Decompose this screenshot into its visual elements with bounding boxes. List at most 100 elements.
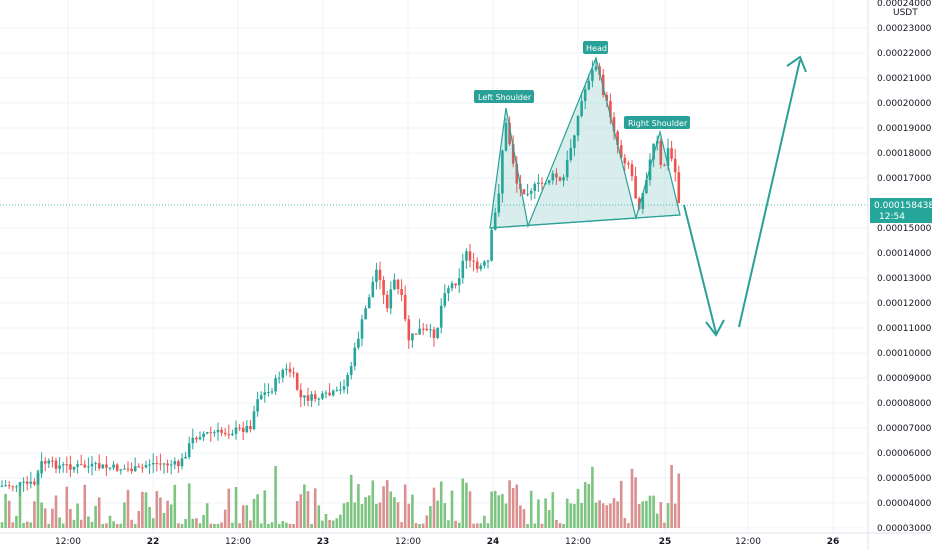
time-tick-label: 12:00 — [565, 537, 591, 547]
candle-body — [634, 176, 637, 199]
candle-body — [162, 463, 166, 465]
volume-bar — [299, 494, 303, 528]
candle-body — [508, 122, 511, 145]
volume-bar — [151, 518, 155, 528]
time-axis[interactable]: 12:00 22 12:00 23 12:00 24 12:00 25 12:00 26 — [0, 532, 932, 547]
volume-bar — [454, 520, 457, 528]
candle-body — [630, 164, 634, 177]
price-tick-label: 0.0001200000 — [877, 299, 932, 309]
volume-bar — [205, 503, 209, 528]
candle-body — [515, 163, 519, 184]
left-shoulder-annotation: Left Shoulder — [474, 90, 534, 103]
candle-body — [119, 469, 123, 471]
volume-bar — [605, 505, 609, 528]
volume-bar — [187, 483, 191, 528]
volume-bar — [612, 498, 616, 528]
candle-body — [418, 328, 421, 335]
current-price-value: 0.0001584383 — [874, 201, 932, 211]
candle-body — [133, 466, 137, 472]
volume-bar — [148, 506, 151, 528]
candle-body — [663, 164, 666, 166]
candle-body — [490, 229, 493, 261]
candle-body — [123, 468, 126, 470]
candle-body — [403, 295, 407, 320]
volume-bar — [144, 492, 148, 528]
price-tick-label: 0.0000800000 — [877, 399, 932, 409]
candle-body — [429, 329, 432, 331]
price-tick-label: 0.0001300000 — [877, 274, 932, 284]
time-tick-labels: 12:00 22 12:00 23 12:00 24 12:00 25 12:00 26 — [55, 537, 839, 547]
volume-bar — [263, 490, 267, 528]
price-tick-label: 0.0001500000 — [877, 224, 932, 234]
volume-bar — [414, 523, 418, 528]
candle-body — [97, 463, 101, 469]
candle-body — [33, 481, 36, 485]
candle-body — [241, 427, 245, 433]
candle-body — [652, 143, 655, 160]
price-tick-label: 0.0001000000 — [877, 349, 932, 359]
candle-body — [209, 432, 213, 434]
candle-body — [40, 461, 43, 474]
price-tick-label: 0.0002300000 — [877, 24, 932, 34]
candle-body — [90, 463, 94, 467]
candle-body — [497, 193, 501, 213]
candle-body — [677, 172, 681, 203]
volume-bar — [51, 508, 54, 528]
volume-bar — [133, 523, 137, 528]
volume-bar — [97, 497, 101, 528]
candle-body — [191, 437, 195, 444]
volume-bar — [504, 503, 508, 528]
volume-bar — [393, 497, 396, 528]
candle-body — [432, 329, 436, 338]
candle-body — [339, 389, 342, 391]
volume-bar — [173, 484, 177, 528]
current-price-label: 0.0001584383 12:54 — [870, 198, 932, 223]
candle-body — [205, 432, 209, 434]
volume-bar — [216, 523, 220, 528]
candle-body — [69, 464, 72, 470]
candle-body — [317, 398, 321, 400]
volume-bar — [292, 523, 295, 528]
volume-bar — [130, 519, 133, 528]
candle-body — [285, 368, 288, 370]
volume-bar — [616, 501, 619, 528]
price-axis[interactable]: 0.0002400000 USDT 0.0002300000 0.00022000… — [867, 0, 932, 550]
candle-body — [454, 283, 457, 286]
candle-body — [425, 328, 429, 331]
volume-bar — [670, 465, 673, 528]
volume-bar — [123, 502, 126, 528]
candle-body — [267, 391, 270, 393]
volume-bar — [115, 524, 119, 528]
volume-bar — [432, 487, 436, 528]
candle-body — [457, 278, 461, 286]
volume-bar — [87, 516, 90, 528]
volume-bar — [126, 489, 130, 528]
head-label: Head — [586, 44, 607, 53]
volume-bar — [447, 520, 450, 528]
volume-bar — [33, 501, 36, 528]
volume-bar — [285, 522, 288, 528]
volume-bar — [385, 480, 389, 528]
volume-bar — [601, 503, 605, 528]
candle-body — [223, 432, 227, 435]
candle-body — [411, 333, 414, 341]
candle-body — [573, 135, 576, 148]
volume-bar — [267, 523, 270, 528]
candle-body — [475, 261, 479, 269]
candle-body — [274, 378, 277, 392]
volume-bar — [357, 484, 360, 528]
candle-body — [504, 122, 508, 151]
volume-bar — [515, 484, 519, 528]
candle-body — [558, 177, 562, 181]
candle-body — [587, 80, 591, 90]
volume-bar — [472, 523, 475, 528]
candle-body — [483, 261, 486, 266]
volume-bar — [195, 518, 198, 528]
volume-bar — [331, 520, 335, 528]
price-tick-label: 0.0000700000 — [877, 424, 932, 434]
candle-body — [335, 389, 339, 391]
candle-body — [461, 260, 465, 279]
volume-bar — [411, 494, 414, 528]
candle-body — [61, 464, 65, 466]
